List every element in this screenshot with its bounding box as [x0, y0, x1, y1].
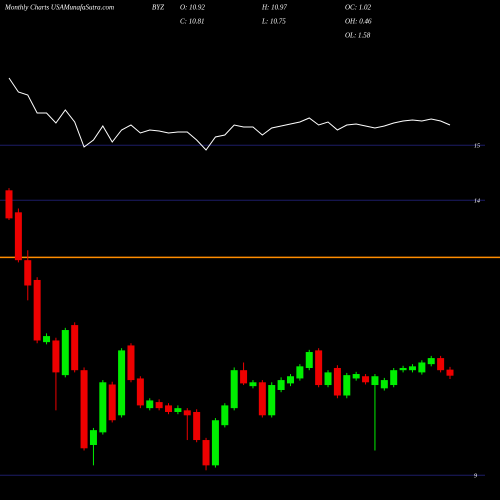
candle-body — [146, 400, 154, 409]
candle-body — [230, 370, 238, 409]
stat: OC: 1.02 — [345, 4, 372, 12]
candle-body — [362, 376, 370, 383]
candle-body — [418, 362, 426, 373]
stat: O: 10.92 — [180, 4, 205, 12]
candle-body — [127, 345, 135, 381]
candle-body — [183, 410, 191, 416]
chart-title: Monthly Charts USAMunafaSutra.com — [4, 4, 114, 12]
candle-body — [296, 366, 304, 379]
y-tick-label: 14 — [474, 198, 480, 205]
symbol: BYZ — [152, 4, 164, 12]
stat: L: 10.75 — [261, 18, 286, 26]
candle-body — [258, 382, 266, 416]
candle-body — [174, 408, 182, 412]
candle-body — [211, 420, 219, 466]
candle-body — [193, 411, 201, 441]
candle-body — [80, 370, 88, 449]
candle-body — [286, 376, 294, 384]
candle-body — [315, 350, 323, 386]
stat: C: 10.81 — [180, 18, 205, 26]
candle-body — [118, 350, 126, 416]
candle-body — [305, 352, 313, 368]
candle-body — [277, 380, 285, 390]
candle-body — [427, 358, 435, 365]
candle-body — [165, 405, 173, 412]
candle-body — [221, 405, 229, 426]
candle-body — [24, 260, 32, 286]
candle-body — [89, 430, 97, 445]
candle-body — [136, 378, 144, 406]
candle-body — [71, 325, 79, 371]
candle-body — [371, 376, 379, 386]
candle-body — [52, 340, 60, 373]
candle-body — [390, 370, 398, 386]
candle-body — [99, 382, 107, 433]
candle-body — [343, 375, 351, 396]
candle-body — [61, 330, 69, 376]
candle-body — [240, 370, 248, 384]
candle-body — [437, 358, 445, 371]
candle-body — [33, 279, 41, 341]
stat: OL: 1.58 — [345, 32, 371, 40]
y-tick-label: 15 — [474, 144, 480, 150]
candle-body — [446, 369, 454, 376]
candle-body — [202, 440, 210, 466]
stat: H: 10.97 — [261, 4, 287, 12]
candle-body — [324, 372, 332, 386]
indicator-line — [8, 77, 451, 151]
candle-body — [333, 367, 341, 396]
candle-body — [108, 384, 116, 421]
candle-body — [43, 336, 51, 343]
candle-body — [155, 402, 163, 409]
candle-body — [249, 382, 257, 387]
candle-body — [408, 366, 416, 371]
candle-body — [268, 385, 276, 416]
stat: OH: 0.46 — [345, 18, 372, 26]
y-tick-label: 9 — [474, 474, 477, 480]
candle-body — [399, 367, 407, 371]
candle-body — [5, 190, 13, 219]
candle-body — [14, 212, 22, 261]
candle-body — [380, 380, 388, 389]
candle-body — [352, 374, 360, 379]
